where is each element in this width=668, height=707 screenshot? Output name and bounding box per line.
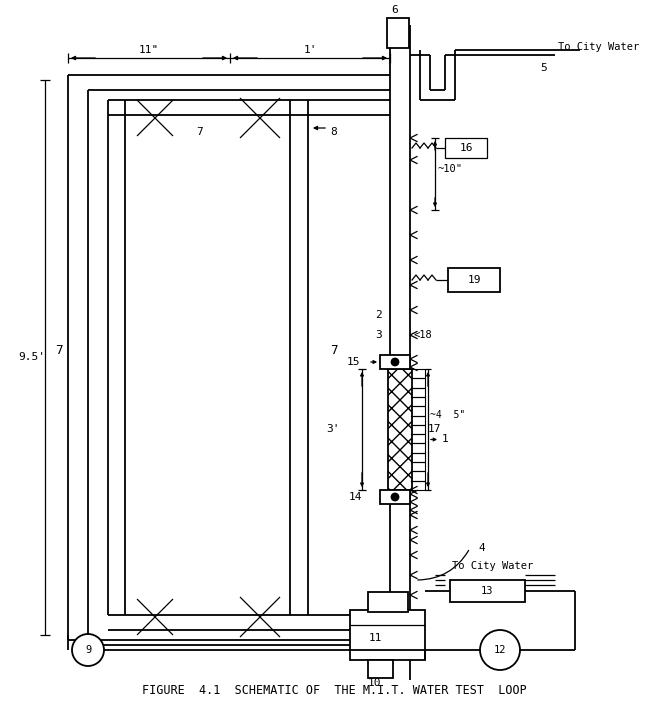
Bar — [380, 355, 410, 369]
Text: 3': 3' — [327, 424, 340, 435]
Text: ~4  5": ~4 5" — [430, 409, 465, 419]
Circle shape — [480, 630, 520, 670]
Text: 9: 9 — [85, 645, 91, 655]
Bar — [387, 18, 409, 48]
Text: 9.5': 9.5' — [18, 353, 45, 363]
Bar — [448, 268, 500, 292]
Text: 11": 11" — [139, 45, 159, 55]
Text: 8: 8 — [330, 127, 337, 137]
Bar — [380, 490, 410, 504]
Text: 16: 16 — [460, 143, 473, 153]
Text: 14: 14 — [349, 492, 362, 502]
Circle shape — [391, 358, 399, 366]
Bar — [445, 138, 487, 158]
Text: 2: 2 — [375, 310, 381, 320]
Text: 6: 6 — [391, 5, 398, 15]
Text: To City Water: To City Water — [452, 561, 533, 571]
Text: 13: 13 — [481, 586, 493, 596]
Text: 5: 5 — [540, 63, 546, 73]
Text: 19: 19 — [467, 275, 481, 285]
Text: 12: 12 — [494, 645, 506, 655]
Text: 4: 4 — [478, 543, 485, 553]
Bar — [450, 580, 525, 602]
Circle shape — [72, 634, 104, 666]
Text: 3: 3 — [375, 330, 381, 340]
Text: 17: 17 — [428, 424, 442, 435]
Text: 1: 1 — [442, 435, 449, 445]
Bar — [388, 369, 412, 490]
Text: FIGURE  4.1  SCHEMATIC OF  THE M.I.T. WATER TEST  LOOP: FIGURE 4.1 SCHEMATIC OF THE M.I.T. WATER… — [142, 684, 526, 697]
Text: ~10": ~10" — [438, 164, 463, 174]
Text: 7: 7 — [55, 344, 63, 356]
Bar — [350, 610, 425, 660]
Text: <18: <18 — [414, 330, 433, 340]
Bar — [368, 660, 393, 678]
Text: To City Water: To City Water — [558, 42, 639, 52]
Text: 1': 1' — [303, 45, 317, 55]
Bar — [368, 592, 408, 612]
Circle shape — [391, 493, 399, 501]
Text: 11: 11 — [368, 633, 381, 643]
Text: 10: 10 — [367, 678, 381, 688]
Text: 15: 15 — [347, 357, 360, 367]
Text: 7: 7 — [196, 127, 203, 137]
Text: 7: 7 — [330, 344, 337, 356]
